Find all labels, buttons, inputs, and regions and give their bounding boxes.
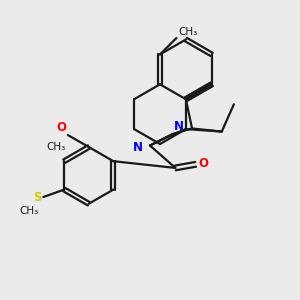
Text: CH₃: CH₃	[46, 142, 66, 152]
Text: N: N	[174, 121, 184, 134]
Text: O: O	[56, 121, 66, 134]
Text: O: O	[199, 157, 209, 170]
Text: N: N	[133, 140, 142, 154]
Text: CH₃: CH₃	[20, 206, 39, 216]
Text: CH₃: CH₃	[178, 27, 197, 37]
Text: S: S	[33, 190, 42, 203]
